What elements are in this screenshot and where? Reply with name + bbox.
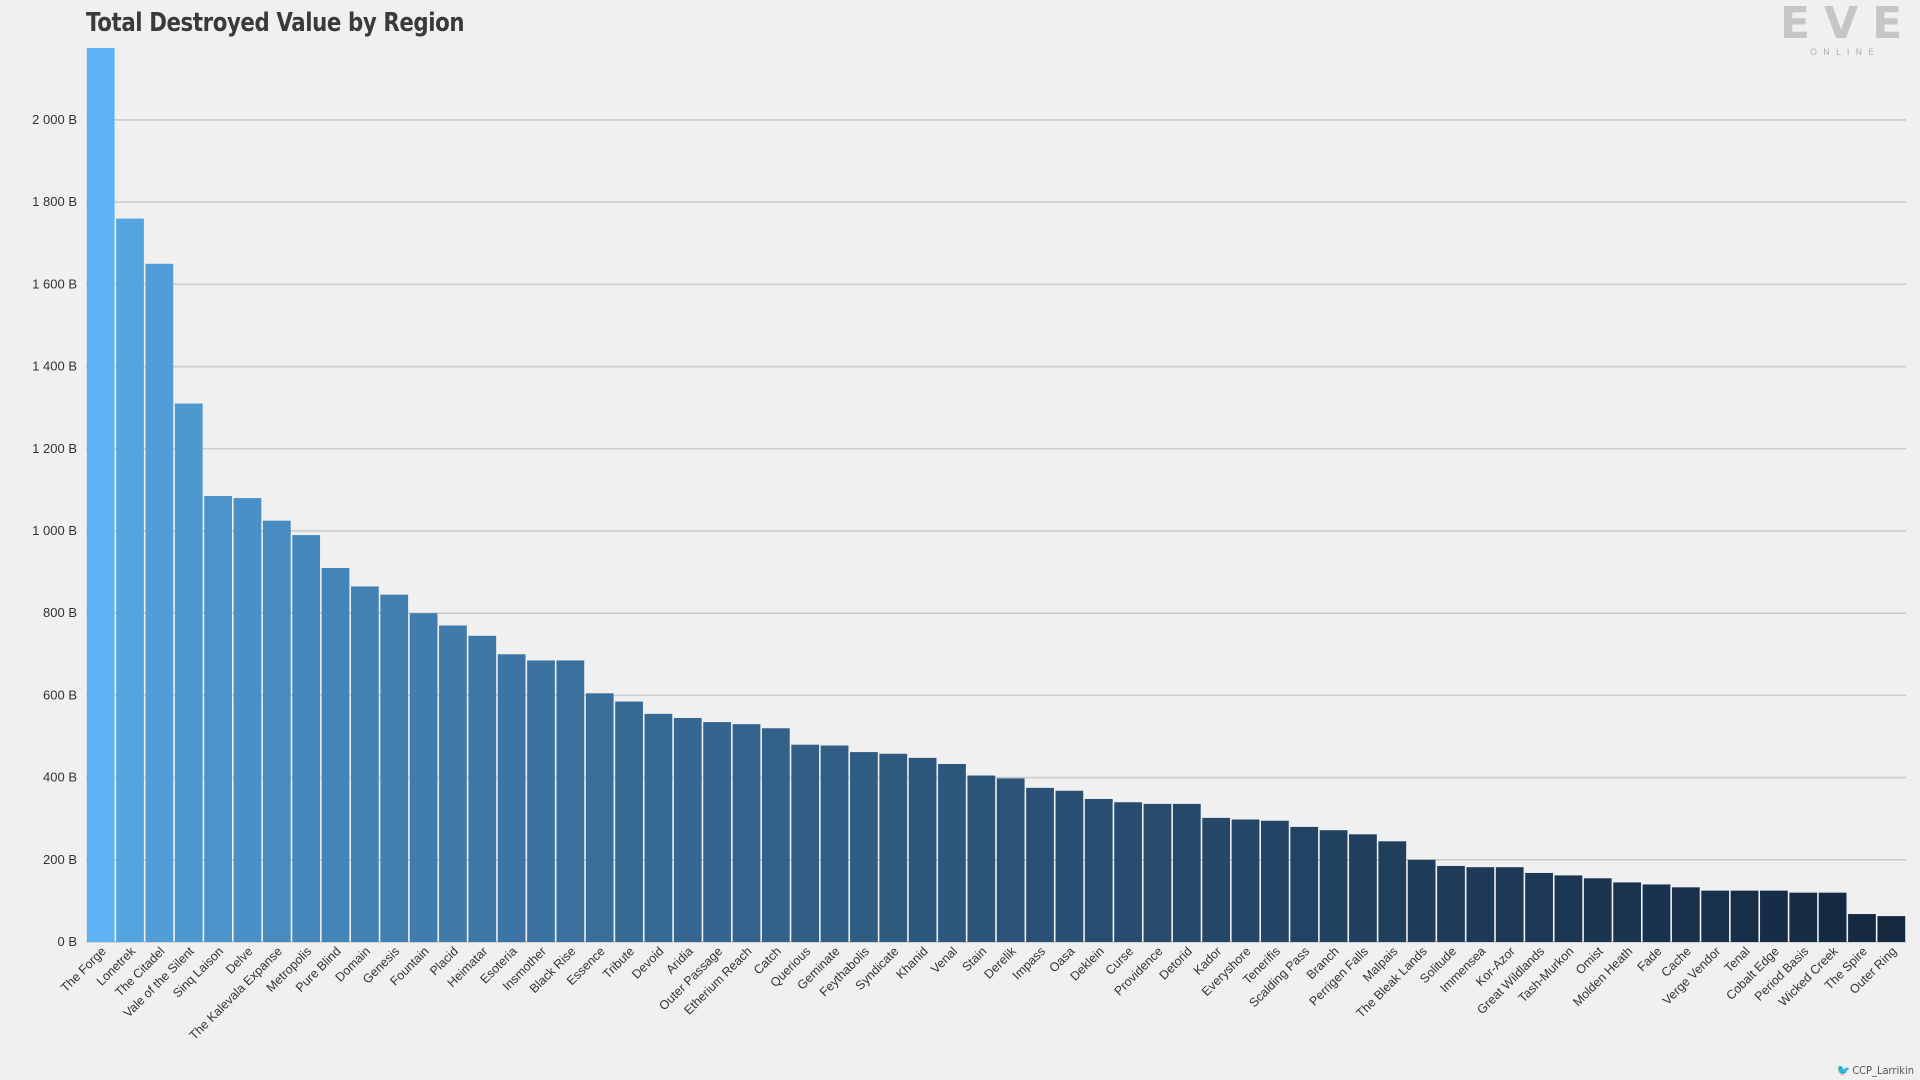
chart-title: Total Destroyed Value by Region (86, 8, 465, 38)
bar (262, 520, 291, 942)
bar (233, 498, 262, 942)
bar (321, 567, 350, 942)
bar (1349, 834, 1377, 942)
bar (879, 753, 908, 942)
bar (1848, 914, 1876, 942)
bar (967, 775, 996, 942)
bar (1642, 884, 1671, 942)
bar (1818, 892, 1847, 942)
bar (174, 403, 203, 943)
bar (761, 728, 790, 942)
bar (791, 744, 820, 942)
bar (86, 48, 115, 942)
bar (938, 764, 966, 942)
bar (585, 693, 614, 942)
x-tick-label: Devoid (629, 944, 666, 981)
x-tick-label: Tribute (600, 944, 637, 981)
bar (1613, 882, 1642, 942)
bar (1407, 859, 1436, 942)
bar (439, 625, 467, 942)
y-tick-label: 200 B (43, 852, 77, 867)
bar (1290, 826, 1319, 942)
bar (1231, 819, 1260, 942)
bar (1260, 820, 1289, 942)
bar (204, 496, 232, 942)
x-tick-label: Detorid (1157, 944, 1195, 982)
bar (116, 218, 144, 942)
bar (1143, 803, 1172, 942)
bar (497, 654, 526, 942)
x-tick-label: Impass (1010, 944, 1048, 982)
credit-handle: CCP_Larrikin (1852, 1064, 1914, 1077)
bar (350, 586, 379, 942)
bar (1671, 887, 1700, 942)
logo-subtitle: ONLINE (1810, 48, 1880, 58)
bar (908, 757, 937, 942)
bar (292, 535, 321, 942)
bar (1114, 802, 1142, 942)
bar (527, 660, 555, 942)
bar (615, 701, 643, 942)
bar (732, 724, 761, 942)
bar (673, 717, 702, 942)
bar (1701, 890, 1730, 942)
bar (1319, 830, 1348, 942)
y-tick-label: 1 200 B (32, 441, 77, 456)
bar (1055, 790, 1084, 942)
bar (1554, 875, 1583, 942)
bar (1172, 803, 1201, 942)
eve-online-logo: EVE ONLINE (1780, 2, 1915, 62)
y-tick-label: 400 B (43, 770, 77, 785)
bar (1730, 890, 1759, 942)
bar (1760, 890, 1788, 942)
bar (1525, 872, 1553, 942)
x-tick-label: Venal (928, 944, 960, 976)
twitter-icon: 🐦 (1836, 1064, 1851, 1077)
bar (996, 778, 1025, 942)
bar (409, 613, 438, 942)
bar (1789, 892, 1818, 942)
bar (1084, 798, 1113, 942)
y-tick-label: 600 B (43, 687, 77, 702)
y-tick-label: 2 000 B (32, 112, 77, 127)
y-tick-label: 1 400 B (32, 359, 77, 374)
y-tick-label: 1 800 B (32, 194, 77, 209)
bar (380, 594, 409, 942)
bar (1466, 867, 1495, 942)
bar (1026, 787, 1054, 942)
y-tick-label: 0 B (57, 934, 77, 949)
bar (820, 745, 849, 942)
bar (644, 713, 673, 942)
bar (145, 263, 174, 942)
bar (468, 635, 497, 942)
bar (1378, 841, 1407, 942)
bar (1202, 817, 1231, 942)
bar (556, 660, 585, 942)
bar (1437, 865, 1465, 942)
bar (850, 752, 878, 942)
y-tick-label: 800 B (43, 605, 77, 620)
bar (1583, 878, 1612, 942)
author-credit: 🐦 CCP_Larrikin (1837, 1064, 1914, 1077)
logo-letters: EVE (1780, 0, 1917, 49)
y-tick-label: 1 600 B (32, 276, 77, 291)
bar (703, 722, 732, 942)
bar (1877, 916, 1906, 942)
y-tick-label: 1 000 B (32, 523, 77, 538)
x-tick-label: Khanid (893, 944, 930, 981)
bar (1495, 867, 1524, 942)
